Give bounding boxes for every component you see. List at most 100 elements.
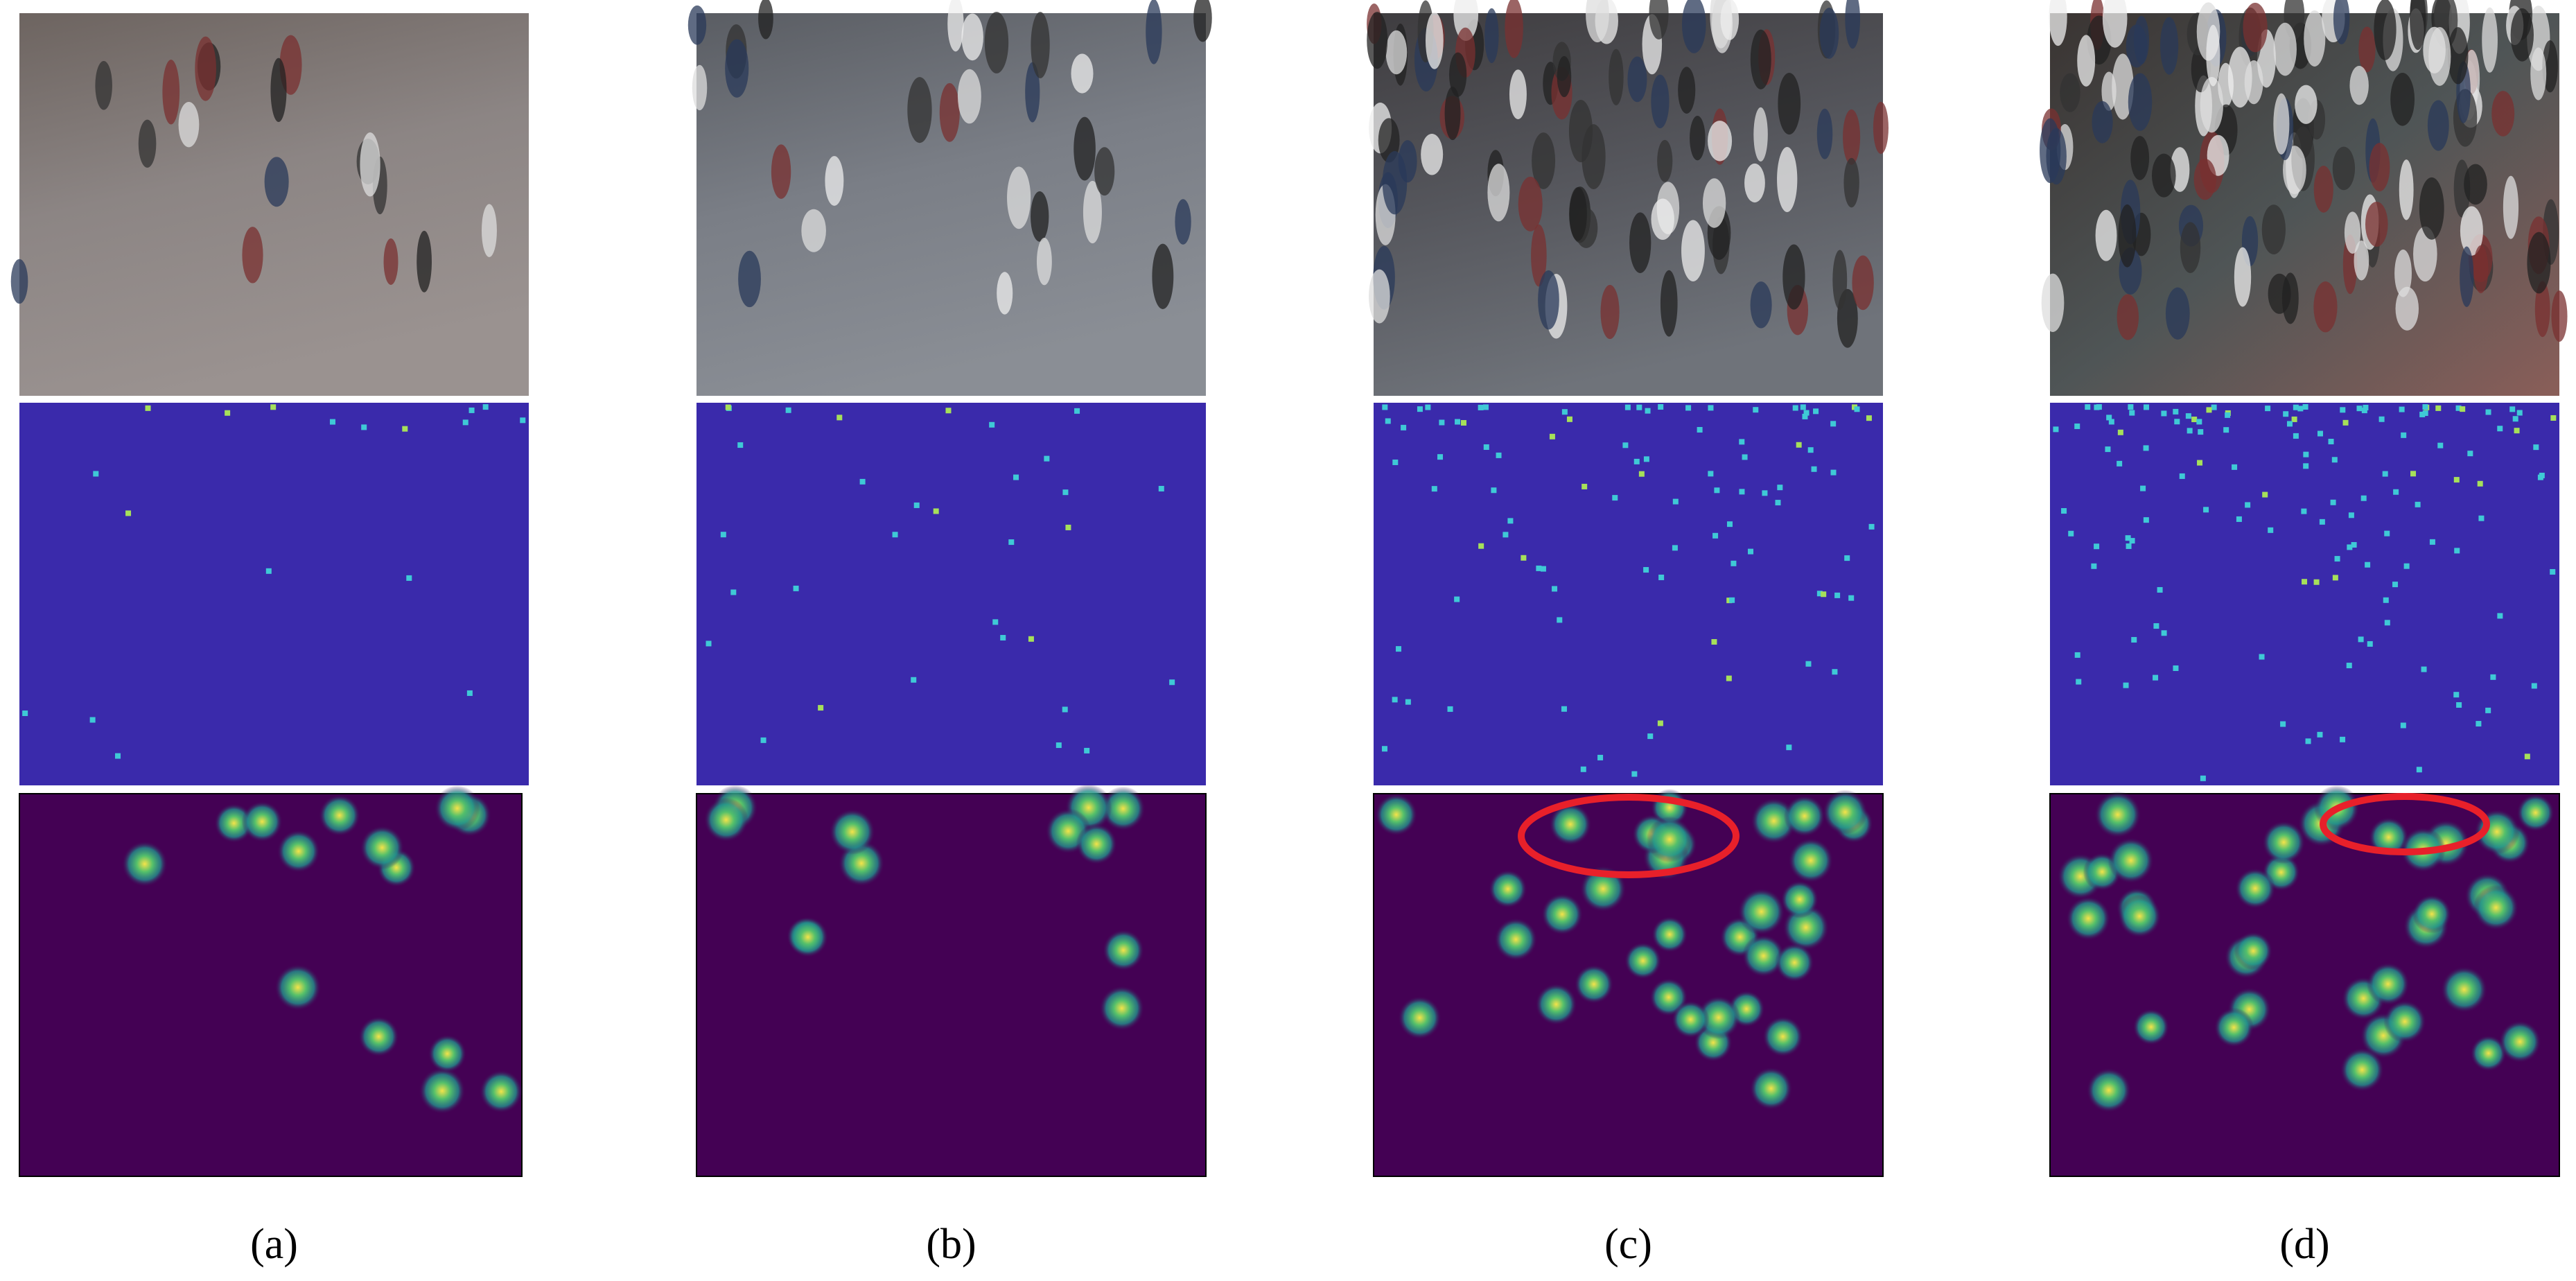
person	[1843, 157, 1859, 208]
density-dot	[2085, 404, 2091, 410]
prediction-blob	[2132, 1009, 2170, 1045]
density-dot	[1739, 489, 1745, 495]
person	[1649, 0, 1669, 40]
person	[1094, 147, 1115, 196]
person	[270, 58, 287, 122]
person	[997, 272, 1013, 315]
density-dot	[1762, 490, 1768, 496]
person	[1193, 0, 1212, 42]
density-dot	[1074, 408, 1080, 414]
person	[1852, 255, 1874, 311]
density-dot	[2196, 419, 2202, 425]
person	[2413, 226, 2437, 282]
density-dot	[2106, 415, 2112, 421]
density-dot	[1000, 634, 1006, 640]
density-dot	[2297, 406, 2304, 412]
panel-column: (c)	[1367, 0, 1889, 1268]
prediction-map	[19, 793, 523, 1177]
person	[2460, 246, 2474, 307]
density-dot	[945, 408, 952, 414]
person	[2354, 241, 2369, 281]
person	[1702, 178, 1726, 228]
density-dot	[1439, 419, 1445, 426]
density-dot	[22, 710, 28, 716]
person	[771, 144, 791, 199]
density-dot	[1392, 459, 1399, 465]
density-dot	[1866, 415, 1872, 421]
person	[1036, 238, 1052, 286]
person	[939, 82, 960, 142]
density-dot	[2367, 640, 2373, 647]
prediction-blob	[2340, 1047, 2385, 1092]
prediction-blob	[787, 916, 829, 958]
density-dot	[2435, 405, 2442, 411]
density-dot	[1830, 421, 1837, 427]
density-dot	[2131, 636, 2137, 643]
density-dot	[2365, 561, 2371, 568]
density-dot	[2358, 636, 2364, 643]
person	[1609, 49, 1624, 105]
density-map	[2050, 403, 2559, 785]
prediction-blob	[2473, 885, 2519, 931]
density-dot	[1382, 404, 1388, 410]
density-dot	[2161, 630, 2167, 636]
density-dot	[93, 471, 99, 477]
density-dot	[1507, 518, 1514, 524]
person	[825, 156, 844, 206]
panel-column: (b)	[687, 0, 1212, 1268]
highlight-ellipse	[1518, 794, 1740, 878]
density-dot	[1008, 539, 1015, 546]
person	[1690, 116, 1706, 161]
person	[383, 238, 398, 285]
density-dot	[2191, 417, 2198, 423]
person	[2390, 73, 2415, 126]
prediction-blob	[1574, 964, 1614, 1004]
density-dot	[2173, 408, 2179, 415]
density-dot	[2550, 568, 2556, 575]
person	[2534, 281, 2550, 338]
person	[2060, 73, 2080, 112]
density-dot	[1631, 771, 1638, 777]
prediction-blob	[2516, 794, 2555, 832]
caption: (c)	[1604, 1221, 1652, 1268]
person	[2374, 0, 2397, 60]
person	[984, 12, 1009, 73]
person	[1385, 30, 1408, 75]
person	[2160, 17, 2179, 75]
density-dot	[402, 426, 408, 432]
density-dot	[2179, 473, 2185, 479]
person	[95, 60, 112, 110]
density-dot	[1561, 706, 1567, 712]
density-dot	[1013, 474, 1019, 480]
density-dot	[1742, 454, 1748, 460]
person	[2447, 27, 2469, 85]
density-dot	[2259, 654, 2265, 660]
person	[1629, 212, 1651, 273]
density-dot	[1084, 747, 1090, 753]
person	[2261, 204, 2286, 255]
density-dot	[2340, 736, 2346, 742]
density-dot	[466, 690, 473, 696]
density-dot	[2539, 472, 2545, 478]
person	[2551, 290, 2568, 342]
density-dot	[720, 532, 726, 538]
density-dot	[1792, 405, 1798, 411]
person	[195, 36, 216, 101]
density-dot	[1834, 592, 1841, 598]
density-dot	[225, 410, 231, 416]
prediction-blob	[2118, 894, 2162, 938]
density-dot	[1405, 699, 1411, 705]
density-dot	[1775, 500, 1781, 506]
density-dot	[1055, 742, 1062, 749]
density-dot	[2383, 597, 2389, 603]
density-dot	[1731, 560, 1737, 566]
person	[138, 119, 157, 168]
density-dot	[1381, 746, 1387, 752]
person	[1031, 191, 1049, 242]
density-dot	[1748, 548, 1754, 555]
person	[1832, 250, 1848, 310]
density-dot	[2053, 426, 2059, 433]
density-dot	[2108, 419, 2114, 425]
prediction-blob	[479, 1070, 523, 1113]
